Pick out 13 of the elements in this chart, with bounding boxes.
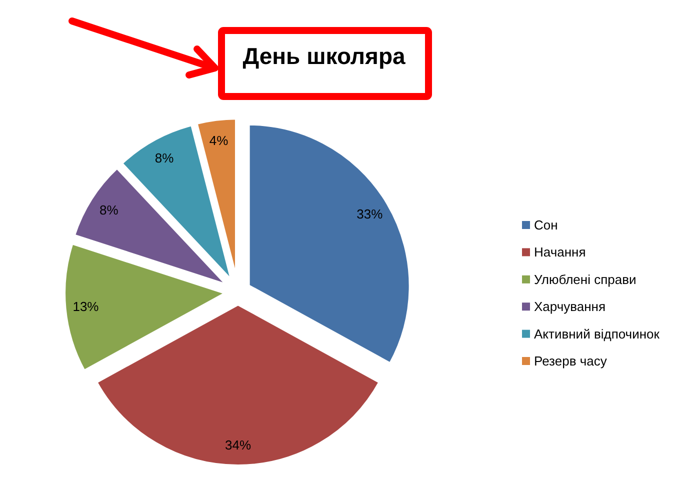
data-label: 33% — [356, 206, 384, 222]
legend-label: Начання — [534, 244, 586, 260]
data-label: 34% — [224, 437, 252, 452]
data-label: 13% — [72, 298, 100, 314]
legend-label: Улюблені справи — [534, 272, 636, 287]
data-label: 8% — [99, 202, 119, 218]
data-label: 4% — [209, 132, 229, 148]
legend-label: Резерв часу — [534, 354, 608, 368]
legend-label: Сон — [534, 218, 558, 232]
data-label: 8% — [154, 150, 174, 166]
legend-label: Активний відпочинок — [534, 326, 660, 342]
legend-label: Харчування — [534, 299, 606, 314]
chart-title: День школяра — [242, 43, 406, 69]
